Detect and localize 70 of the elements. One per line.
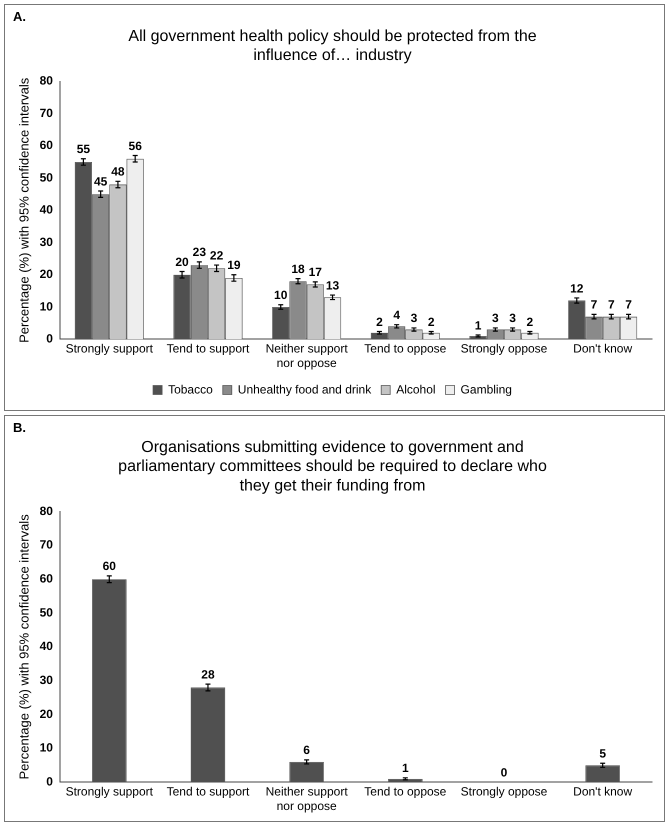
x-tick-label: Neither support nor oppose (266, 784, 348, 814)
data-label: 12 (570, 281, 584, 296)
data-label: 18 (291, 262, 305, 276)
legend-label: Tobacco (168, 382, 214, 396)
y-axis-title: Percentage (%) with 95% confidence intervals (16, 514, 32, 780)
data-label: 55 (76, 142, 90, 156)
x-tick-label: Tend to support (166, 784, 250, 799)
data-label: 6 (303, 743, 310, 758)
data-label: 23 (192, 245, 206, 260)
y-tick-label: 60 (40, 572, 54, 586)
y-tick-label: 30 (40, 673, 54, 688)
x-tick-label: Tend to oppose (364, 342, 447, 356)
x-tick-label: Strongly support (66, 784, 154, 799)
y-tick-label: 40 (40, 639, 54, 654)
data-label: 48 (111, 164, 125, 179)
y-tick-label: 0 (46, 774, 54, 789)
data-label: 45 (94, 174, 108, 188)
data-label: 7 (608, 298, 615, 312)
data-label: 2 (376, 314, 384, 329)
y-tick-label: 0 (46, 332, 54, 346)
y-tick-label: 50 (40, 170, 54, 184)
x-tick-label: Strongly oppose (460, 342, 548, 356)
y-tick-label: 30 (40, 234, 54, 249)
data-label: 13 (326, 278, 340, 292)
text: A. (13, 9, 26, 24)
data-label: 10 (274, 288, 288, 302)
x-tick-label: Neither support nor oppose (266, 342, 348, 370)
data-label: 28 (201, 667, 215, 682)
data-label: 17 (308, 265, 322, 280)
x-tick-label: Don't know (573, 784, 632, 799)
y-tick-label: 20 (40, 267, 54, 282)
x-tick-label: Tend to oppose (364, 784, 447, 799)
y-tick-label: 70 (40, 538, 54, 552)
data-label: 19 (227, 258, 241, 272)
data-label: 3 (492, 311, 500, 326)
data-label: 5 (599, 746, 606, 761)
legend-label: Alcohol (396, 382, 436, 396)
data-label: 7 (590, 298, 598, 312)
data-label: 2 (428, 314, 435, 329)
legend-label: Gambling (460, 382, 512, 396)
data-label: 0 (500, 766, 508, 780)
data-label: 60 (102, 559, 116, 574)
data-label: 3 (410, 311, 418, 326)
data-label: 2 (526, 314, 534, 329)
y-tick-label: 50 (40, 605, 54, 620)
y-tick-label: 70 (40, 106, 54, 120)
chart-title: Organisations submitting evidence to government and parliamentary committees should be required to declare who they get their funding from (118, 439, 547, 494)
data-label: 56 (128, 138, 142, 153)
x-tick-label: Don't know (573, 342, 632, 356)
y-tick-label: 60 (40, 138, 54, 152)
data-label: 3 (509, 311, 516, 326)
text: B. (13, 420, 26, 435)
data-label: 7 (625, 298, 632, 312)
y-tick-label: 40 (40, 202, 54, 217)
data-label: 4 (393, 308, 400, 322)
y-tick-label: 10 (40, 299, 54, 314)
x-tick-label: Strongly support (66, 342, 154, 356)
x-tick-label: Tend to support (166, 342, 250, 356)
y-tick-label: 80 (40, 74, 54, 88)
legend-label: Unhealthy food and drink (238, 382, 372, 396)
y-tick-label: 10 (40, 740, 54, 755)
y-tick-label: 20 (40, 706, 54, 721)
y-axis-title: Percentage (%) with 95% confidence intervals (16, 77, 32, 343)
chart-title: All government health policy should be protected from the influence of… industry (128, 28, 537, 64)
y-tick-label: 80 (40, 504, 54, 518)
data-label: 1 (402, 761, 409, 776)
x-tick-label: Strongly oppose (460, 784, 548, 799)
data-label: 20 (175, 254, 190, 269)
data-label: 22 (210, 248, 224, 262)
data-label: 1 (474, 318, 482, 332)
